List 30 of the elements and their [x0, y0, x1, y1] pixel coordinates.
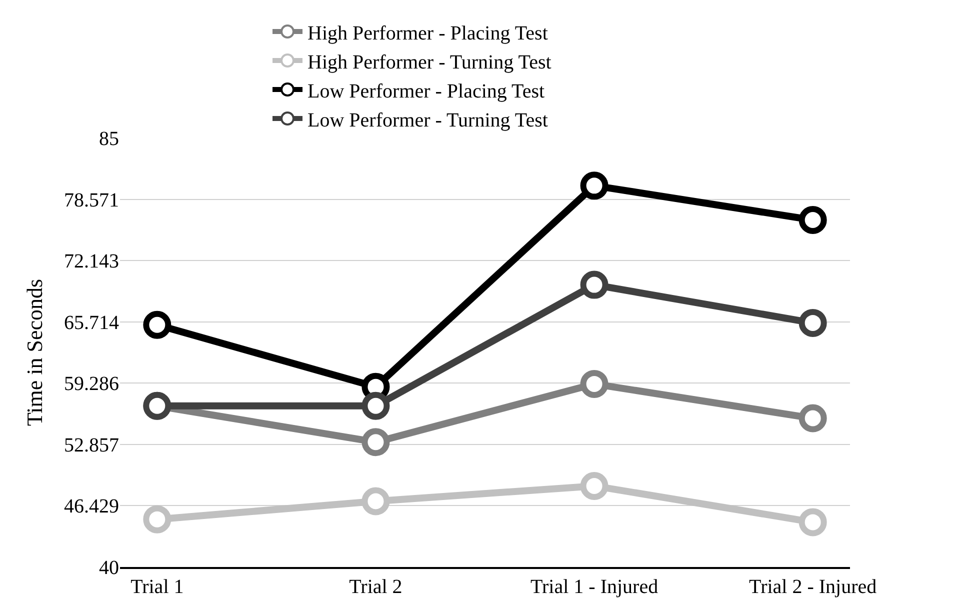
- point: [143, 505, 172, 534]
- point: [798, 206, 827, 234]
- legend-label: Low Performer - Placing Test: [308, 80, 546, 102]
- y-tick-label: 65.714: [64, 312, 119, 334]
- point: [580, 370, 608, 398]
- point: [580, 172, 608, 200]
- x-tick-label: Trial 1 - Injured: [530, 576, 658, 598]
- y-tick-label: 52.857: [64, 434, 119, 456]
- point: [798, 404, 827, 432]
- point: [580, 270, 608, 299]
- x-tick-label: Trial 1: [130, 576, 184, 598]
- y-tick-label: 40: [99, 557, 119, 579]
- x-tick-label: Trial 2 - Injured: [749, 576, 877, 598]
- y-tick-label: 46.429: [64, 496, 119, 518]
- point: [580, 472, 608, 500]
- legend-label: High Performer - Placing Test: [308, 22, 548, 44]
- point: [798, 508, 827, 536]
- point: [798, 308, 827, 337]
- y-tick-label: 78.571: [64, 189, 119, 212]
- x-tick-label: Trial 2: [349, 576, 402, 598]
- y-axis-title: Time in Seconds: [22, 278, 47, 426]
- point: [143, 310, 172, 339]
- y-tick-label: 85: [99, 128, 119, 150]
- legend-label: High Performer - Turning Test: [308, 51, 552, 74]
- legend-label: Low Performer - Turning Test: [308, 109, 548, 132]
- point: [362, 428, 390, 456]
- point: [362, 392, 390, 420]
- y-tick-label: 59.286: [64, 373, 119, 396]
- y-tick-label: 72.143: [64, 250, 119, 273]
- point: [362, 487, 390, 516]
